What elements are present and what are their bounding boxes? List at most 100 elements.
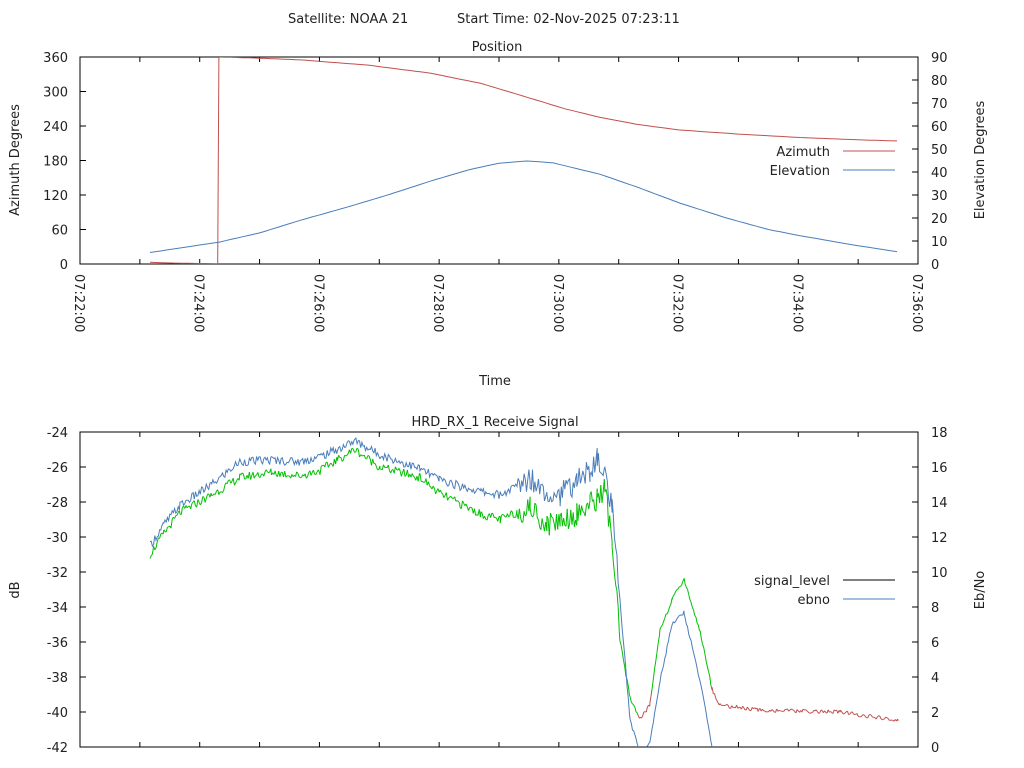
- signal-level-segment: [875, 716, 878, 720]
- signal-level-segment: [352, 448, 355, 452]
- signal-level-segment: [156, 537, 159, 543]
- signal-level-segment: [796, 709, 799, 712]
- signal-level-segment: [629, 695, 631, 697]
- signal-level-segment: [346, 453, 349, 456]
- signal-level-segment: [241, 472, 244, 475]
- signal-level-segment: [315, 471, 318, 476]
- signal-level-segment: [801, 708, 804, 713]
- signal-level-segment: [746, 706, 750, 710]
- signal-level-segment: [792, 709, 794, 711]
- signal-level-segment: [354, 451, 357, 453]
- signal-level-segment: [795, 709, 798, 714]
- signal-level-segment: [864, 716, 867, 719]
- signal-level-segment: [751, 707, 754, 710]
- signal-level-segment: [649, 696, 652, 704]
- signal-level-segment: [274, 470, 277, 476]
- signal-level-segment: [618, 631, 621, 641]
- signal-level-segment: [191, 501, 194, 504]
- signal-level-segment: [860, 715, 862, 718]
- signal-level-segment: [151, 546, 155, 555]
- signal-level-segment: [217, 489, 220, 495]
- signal-level-segment: [205, 494, 208, 499]
- signal-level-segment: [748, 708, 751, 711]
- signal-level-segment: [772, 710, 775, 713]
- y2-tick-label: 80: [931, 74, 948, 89]
- signal-level-segment: [705, 660, 708, 667]
- x-tick-label: 07:28:00: [430, 274, 445, 332]
- y-tick-label: -38: [47, 671, 68, 686]
- signal-level-segment: [535, 504, 538, 518]
- signal-level-segment: [336, 455, 340, 461]
- signal-level-segment: [242, 473, 246, 480]
- signal-level-segment: [344, 454, 347, 457]
- signal-level-segment: [715, 698, 718, 701]
- y2-tick-label: 60: [931, 120, 948, 135]
- signal-level-segment: [620, 645, 623, 653]
- signal-level-segment: [193, 500, 196, 507]
- signal-level-segment: [533, 503, 536, 516]
- signal-level-segment: [304, 473, 307, 479]
- signal-level-segment: [621, 651, 624, 661]
- signal-level-segment: [447, 497, 450, 501]
- signal-level-segment: [632, 703, 635, 706]
- signal-level-segment: [506, 513, 510, 517]
- y2-tick-label: 16: [931, 461, 948, 476]
- signal-level-segment: [714, 693, 717, 699]
- signal-level-segment: [340, 457, 343, 462]
- signal-level-segment: [645, 706, 648, 713]
- signal-level-segment: [150, 553, 153, 557]
- signal-level-segment: [694, 615, 697, 618]
- series-line-ebno: [149, 437, 713, 747]
- signal-level-segment: [736, 704, 739, 709]
- signal-level-segment: [538, 519, 541, 528]
- signal-level-segment: [808, 712, 811, 714]
- signal-level-segment: [673, 591, 677, 595]
- signal-level-segment: [330, 462, 333, 465]
- signal-level-segment: [706, 666, 709, 672]
- signal-level-segment: [856, 713, 859, 717]
- signal-level-segment: [702, 643, 705, 648]
- signal-level-segment: [617, 606, 620, 632]
- signal-level-segment: [381, 464, 384, 470]
- signal-level-segment: [737, 707, 740, 709]
- signal-level-segment: [563, 518, 566, 526]
- signal-level-segment: [659, 626, 662, 630]
- signal-level-segment: [603, 479, 606, 493]
- signal-level-segment: [650, 687, 653, 697]
- signal-level-segment: [484, 516, 487, 520]
- signal-level-segment: [551, 516, 554, 519]
- signal-level-segment: [885, 716, 888, 719]
- signal-level-segment: [255, 474, 257, 477]
- signal-level-segment: [731, 705, 734, 708]
- signal-level-segment: [413, 475, 415, 478]
- signal-level-segment: [627, 685, 630, 696]
- signal-level-segment: [656, 642, 659, 653]
- signal-level-segment: [700, 638, 703, 645]
- signal-level-segment: [669, 604, 672, 608]
- signal-level-segment: [560, 512, 563, 527]
- signal-level-segment: [327, 464, 331, 468]
- signal-level-segment: [641, 715, 644, 719]
- signal-level-segment: [703, 647, 706, 654]
- signal-level-segment: [387, 464, 390, 471]
- signal-level-segment: [518, 508, 521, 518]
- signal-level-segment: [601, 491, 604, 503]
- signal-level-segment: [658, 629, 661, 637]
- signal-level-segment: [180, 507, 183, 515]
- signal-level-segment: [295, 471, 298, 477]
- signal-level-segment: [202, 496, 205, 498]
- signal-level-segment: [664, 613, 667, 619]
- signal-level-segment: [716, 700, 719, 704]
- signal-level-segment: [861, 714, 864, 717]
- signal-level-segment: [667, 606, 671, 612]
- signal-level-segment: [443, 495, 446, 498]
- signal-level-segment: [853, 713, 855, 716]
- signal-level-segment: [897, 718, 899, 721]
- signal-level-segment: [724, 704, 727, 707]
- signal-level-segment: [727, 705, 730, 709]
- signal-level-segment: [590, 491, 593, 502]
- signal-level-segment: [427, 481, 431, 487]
- y2-tick-label: 14: [931, 496, 948, 511]
- signal-level-segment: [456, 500, 459, 502]
